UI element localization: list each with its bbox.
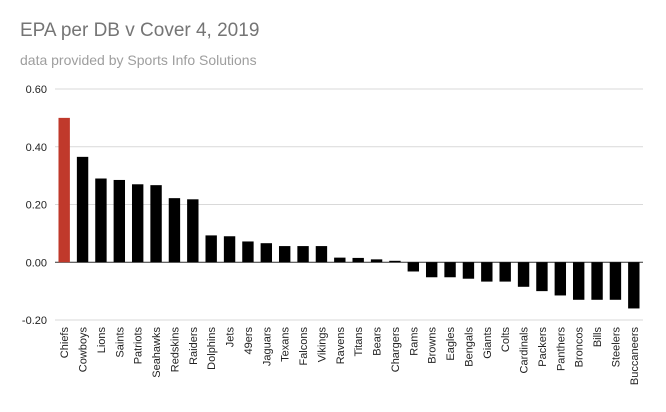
- chart-title: EPA per DB v Cover 4, 2019: [20, 20, 260, 41]
- bar: [205, 235, 217, 263]
- x-tick-label: Falcons: [298, 327, 310, 366]
- bar: [187, 199, 199, 263]
- x-tick-label: Steelers: [610, 327, 622, 368]
- x-tick-label: Jaguars: [261, 327, 273, 367]
- bar: [462, 262, 475, 279]
- x-tick-label: Vikings: [316, 327, 328, 363]
- bar: [315, 246, 328, 263]
- bar: [95, 178, 107, 263]
- bar: [370, 259, 383, 263]
- bar: [113, 179, 126, 263]
- x-tick-label: Chiefs: [59, 327, 71, 359]
- x-tick-label: Redskins: [169, 327, 181, 373]
- bar: [628, 262, 640, 309]
- x-tick-label: Cowboys: [78, 327, 90, 373]
- x-tick-label: Titans: [353, 327, 365, 357]
- x-tick-label: 49ers: [243, 327, 255, 355]
- x-tick-label: Chargers: [390, 327, 402, 373]
- x-tick-label: Panthers: [555, 327, 567, 372]
- bar: [150, 185, 162, 263]
- bar: [131, 184, 144, 263]
- x-tick-label: Jets: [225, 327, 237, 348]
- y-tick-label: 0.20: [26, 200, 47, 212]
- bar: [407, 262, 420, 272]
- bar: [168, 198, 181, 263]
- bar: [554, 262, 567, 296]
- y-tick-label: 0.00: [26, 257, 47, 269]
- x-tick-label: Bears: [372, 327, 384, 356]
- bar: [389, 260, 401, 263]
- x-tick-label: Buccaneers: [629, 327, 641, 386]
- x-tick-label: Colts: [500, 327, 512, 353]
- bar: [278, 246, 291, 263]
- x-tick-label: Ravens: [335, 327, 347, 365]
- bar: [609, 262, 622, 300]
- bar: [591, 262, 603, 300]
- bar: [58, 117, 70, 263]
- y-tick-label: -0.20: [22, 315, 47, 327]
- x-tick-label: Packers: [537, 327, 549, 367]
- bar: [425, 262, 438, 278]
- bar: [260, 243, 273, 263]
- x-tick-label: Lions: [96, 327, 108, 354]
- x-tick-label: Raiders: [188, 327, 200, 365]
- x-tick-label: Eagles: [445, 327, 457, 361]
- bar: [352, 257, 364, 263]
- bar: [334, 257, 346, 263]
- x-tick-label: Giants: [482, 327, 494, 359]
- x-tick-label: Broncos: [574, 327, 586, 368]
- x-tick-label: Bills: [592, 327, 604, 348]
- bar: [481, 262, 493, 282]
- bar: [297, 246, 309, 263]
- x-tick-label: Cardinals: [519, 327, 531, 374]
- bar: [572, 262, 585, 300]
- bar: [76, 156, 89, 263]
- x-tick-label: Seahawks: [151, 327, 163, 378]
- x-tick-label: Texans: [280, 327, 292, 362]
- x-tick-label: Patriots: [133, 327, 145, 365]
- bar: [517, 262, 530, 287]
- x-tick-label: Bengals: [463, 327, 475, 367]
- bar: [499, 262, 511, 282]
- x-tick-label: Rams: [408, 327, 420, 356]
- y-tick-label: 0.60: [26, 84, 47, 96]
- x-tick-label: Saints: [114, 327, 126, 358]
- chart-subtitle: data provided by Sports Info Solutions: [20, 52, 257, 68]
- bar: [444, 262, 456, 278]
- bar: [242, 241, 254, 263]
- bar: [536, 262, 548, 292]
- x-tick-label: Browns: [427, 327, 439, 364]
- bar: [223, 236, 236, 263]
- x-tick-label: Dolphins: [206, 327, 218, 370]
- y-tick-label: 0.40: [26, 142, 47, 154]
